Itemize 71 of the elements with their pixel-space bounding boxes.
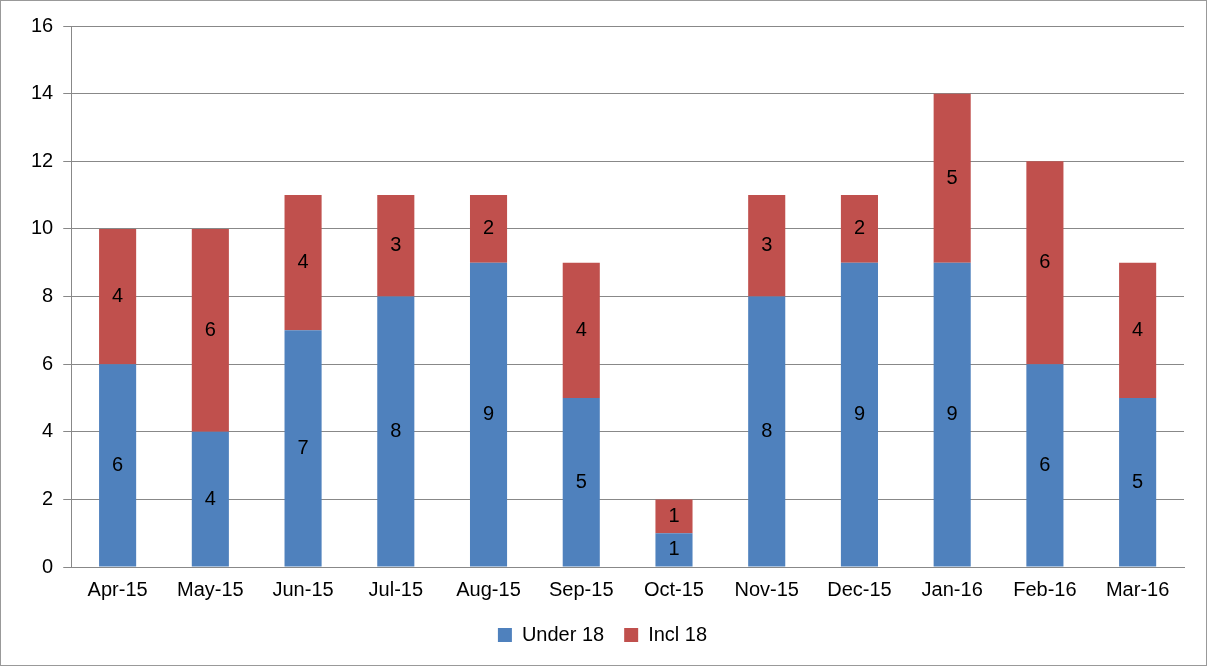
data-label: 1 [668, 503, 680, 526]
x-tick-label: Nov-15 [734, 577, 799, 600]
x-tick-label: Dec-15 [827, 577, 892, 600]
data-label: 2 [482, 216, 495, 239]
bar [655, 499, 693, 534]
y-tick-label: 2 [42, 486, 54, 509]
bar [469, 262, 508, 567]
bar [748, 296, 786, 567]
bar [191, 228, 229, 432]
y-tick-label: 12 [31, 148, 54, 171]
bar [1026, 364, 1064, 567]
data-label: 5 [1132, 469, 1144, 492]
bar [284, 195, 322, 331]
data-label: 8 [390, 419, 402, 442]
bar [840, 262, 878, 567]
data-label: 3 [390, 233, 402, 256]
data-label: 4 [297, 250, 309, 273]
y-tick-label: 8 [42, 284, 54, 307]
bar [933, 93, 971, 263]
x-tick-label: Jun-15 [272, 577, 334, 600]
data-label: 6 [112, 452, 124, 475]
data-label: 5 [575, 469, 587, 492]
y-tick-label: 16 [31, 13, 54, 36]
data-label: 4 [112, 284, 124, 307]
legend-label: Incl 18 [648, 622, 708, 645]
y-tick-label: 0 [42, 554, 54, 577]
x-tick-label: Sep-15 [549, 577, 614, 600]
bar [655, 533, 693, 567]
data-label: 7 [297, 435, 309, 458]
data-label: 9 [482, 402, 495, 425]
x-tick-label: Aug-15 [456, 577, 521, 600]
data-label: 9 [853, 402, 866, 425]
bar [284, 330, 322, 567]
bar [840, 195, 878, 263]
bar [377, 296, 415, 567]
bar [1119, 397, 1157, 567]
data-label: 9 [946, 402, 958, 425]
data-label: 6 [1039, 250, 1051, 273]
x-tick-label: Feb-16 [1013, 577, 1077, 600]
x-tick-label: Apr-15 [87, 577, 148, 600]
x-tick-label: Jan-16 [921, 577, 983, 600]
x-tick-label: Jul-15 [368, 577, 424, 600]
y-tick-label: 14 [31, 81, 54, 104]
data-label: 4 [204, 486, 216, 509]
bar [748, 195, 786, 297]
bar [1119, 262, 1157, 398]
bar [99, 364, 137, 567]
bar [99, 228, 137, 365]
data-label: 4 [1132, 317, 1144, 340]
legend-label: Under 18 [521, 622, 605, 645]
bar [469, 195, 508, 263]
bar [1026, 161, 1064, 365]
data-label: 1 [668, 537, 680, 560]
data-label: 5 [946, 165, 958, 188]
data-label: 6 [1039, 452, 1051, 475]
data-label: 8 [761, 419, 773, 442]
data-label: 4 [575, 317, 587, 340]
data-label: 3 [761, 233, 773, 256]
bar [562, 262, 600, 398]
bar [562, 397, 600, 567]
y-tick-label: 6 [42, 351, 54, 374]
y-tick-label: 4 [42, 419, 54, 442]
x-tick-label: May-15 [176, 577, 244, 600]
data-label: 2 [853, 216, 866, 239]
y-tick-label: 10 [31, 216, 54, 239]
bar [933, 262, 971, 567]
x-tick-label: Mar-16 [1105, 577, 1170, 600]
data-label: 6 [204, 317, 216, 340]
bar [377, 195, 415, 297]
x-tick-label: Oct-15 [643, 577, 704, 600]
bar [191, 431, 229, 567]
